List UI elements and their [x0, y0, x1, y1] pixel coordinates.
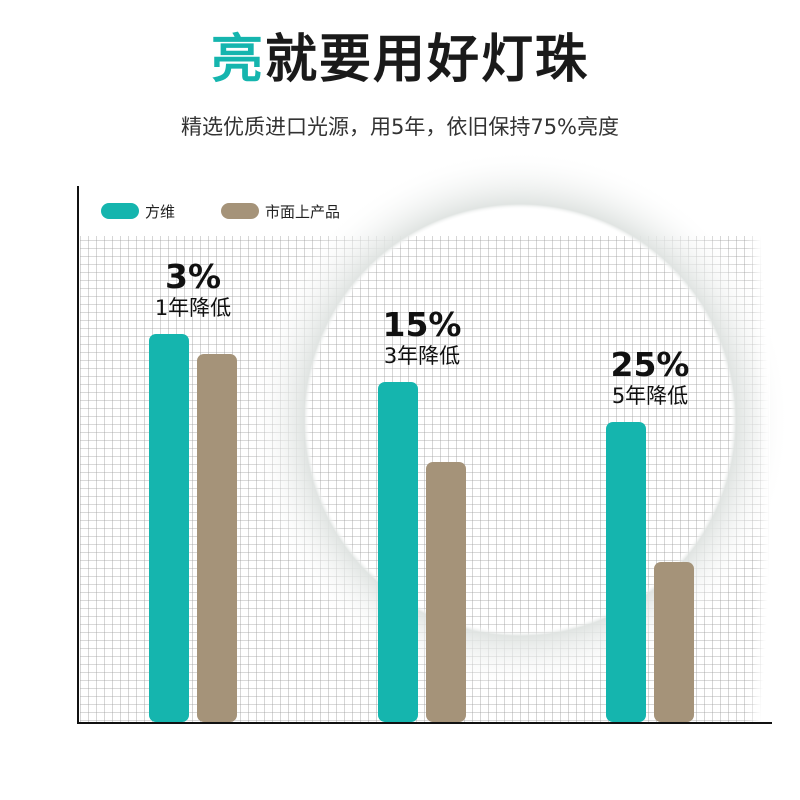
bar-brand-1 — [149, 334, 189, 722]
reduction-label-2: 3年降低 — [384, 344, 460, 368]
reduction-value-1: 3% — [165, 257, 221, 296]
page-title: 亮就要用好灯珠 — [0, 28, 800, 92]
reduction-value-3: 25% — [611, 345, 690, 384]
legend-label-brand: 方维 — [145, 203, 175, 221]
bar-brand-2 — [378, 382, 418, 722]
title-accent: 亮 — [210, 30, 265, 90]
grid-fade — [700, 236, 770, 722]
bar-market-2 — [426, 462, 466, 722]
bar-brand-3 — [606, 422, 646, 722]
legend-swatch-market — [221, 203, 259, 219]
legend: 方维 市面上产品 — [101, 203, 340, 221]
title-rest: 就要用好灯珠 — [265, 30, 590, 90]
page-subtitle: 精选优质进口光源，用5年，依旧保持75%亮度 — [180, 115, 620, 139]
legend-swatch-brand — [101, 203, 139, 219]
reduction-label-1: 1年降低 — [155, 296, 231, 320]
reduction-label-3: 5年降低 — [612, 384, 688, 408]
bar-market-1 — [197, 354, 237, 722]
bars-group: 3%1年降低 15%3年降低 25%5年降低 — [149, 257, 694, 722]
reduction-value-2: 15% — [383, 305, 462, 344]
legend-label-market: 市面上产品 — [265, 203, 340, 221]
bar-market-3 — [654, 562, 694, 722]
